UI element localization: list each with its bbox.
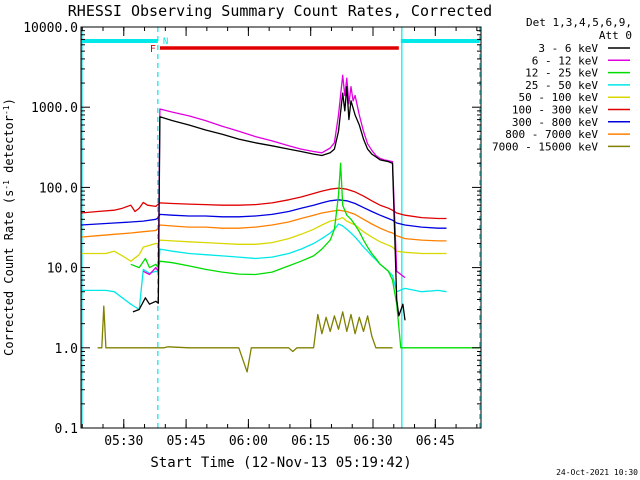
legend-label: 7000 - 15000 keV	[492, 140, 598, 153]
series-line	[80, 199, 447, 229]
x-tick-label: 06:00	[229, 434, 268, 449]
y-axis-label-main: Corrected Count Rate (s	[2, 190, 16, 356]
y-tick-label: 10.0	[47, 262, 78, 277]
legend-label: 6 - 12 keV	[532, 54, 599, 67]
series-line	[97, 305, 393, 373]
y-axis: 0.1 1.0 10.0 100.0 1000.0 10000.0	[23, 21, 481, 437]
legend-header-line-2: Att 0	[599, 29, 632, 42]
y-tick-label: 1000.0	[31, 101, 78, 116]
chart-title: RHESSI Observing Summary Count Rates, Co…	[68, 2, 492, 20]
flag-bars: FN	[81, 27, 481, 428]
series-line	[81, 216, 447, 262]
legend-label: 50 - 100 keV	[519, 91, 599, 104]
night-flag-label: N	[163, 37, 168, 47]
plot-frame	[80, 26, 482, 429]
x-axis-label: Start Time (12-Nov-13 05:19:42)	[150, 455, 411, 471]
y-axis-label-mid: detector	[2, 115, 16, 180]
x-tick-label: 05:45	[167, 434, 206, 449]
series-line	[130, 162, 480, 349]
series-line	[80, 187, 447, 220]
y-axis-label-end: )	[2, 98, 16, 105]
y-tick-label: 10000.0	[23, 21, 78, 36]
y-axis-label-sup2: -1	[2, 105, 11, 115]
legend-label: 300 - 800 keV	[512, 116, 598, 129]
legend-label: 100 - 300 keV	[512, 104, 598, 117]
series-line	[80, 209, 447, 242]
y-tick-label: 0.1	[55, 422, 78, 437]
legend-label: 12 - 25 keV	[525, 67, 598, 80]
x-tick-label: 06:30	[353, 434, 392, 449]
series-line	[132, 86, 406, 321]
series-layer	[80, 74, 480, 373]
y-tick-label: 1.0	[55, 342, 78, 357]
legend-header: Det 1,3,4,5,6,9, Att 0	[526, 16, 632, 42]
x-tick-label: 06:45	[416, 434, 455, 449]
y-axis-label: Corrected Count Rate (s-1 detector-1)	[2, 98, 16, 356]
y-tick-label: 100.0	[39, 181, 78, 196]
x-axis: 05:30 05:45 06:00 06:15 06:30 06:45	[81, 27, 478, 449]
series-line	[143, 74, 406, 279]
legend-label: 800 - 7000 keV	[505, 128, 598, 141]
footer-date: 24-Oct-2021 10:30	[556, 468, 638, 477]
legend-header-line-1: Det 1,3,4,5,6,9,	[526, 16, 632, 29]
x-tick-label: 05:30	[104, 434, 143, 449]
legend-label: 3 - 6 keV	[538, 42, 598, 55]
legend-label: 25 - 50 keV	[525, 79, 598, 92]
y-axis-label-sup1: -1	[2, 180, 11, 190]
x-tick-label: 06:15	[291, 434, 330, 449]
flare-flag-label: F	[150, 44, 156, 55]
